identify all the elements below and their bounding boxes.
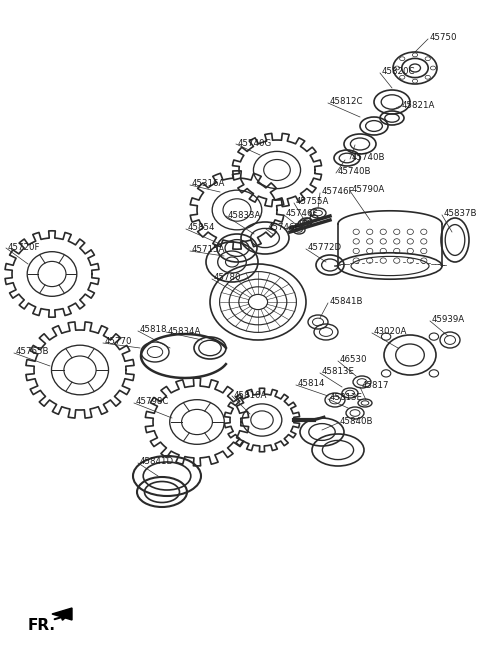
Text: 45812C: 45812C xyxy=(330,98,363,107)
Text: 45746F: 45746F xyxy=(322,187,355,196)
Text: 45814: 45814 xyxy=(298,379,325,388)
Text: FR.: FR. xyxy=(28,618,56,633)
Text: 45813E: 45813E xyxy=(330,394,363,403)
Text: 45837B: 45837B xyxy=(444,210,478,219)
Text: 45820C: 45820C xyxy=(382,67,416,77)
Text: 45720F: 45720F xyxy=(8,242,40,252)
Text: 45854: 45854 xyxy=(188,223,216,233)
Text: 43020A: 43020A xyxy=(374,328,408,337)
Text: 45790A: 45790A xyxy=(352,185,385,195)
Text: 45746F: 45746F xyxy=(286,210,319,219)
Text: 45841B: 45841B xyxy=(330,297,363,307)
Text: 45765B: 45765B xyxy=(16,348,49,356)
Text: 45755A: 45755A xyxy=(296,198,329,206)
Text: 45740B: 45740B xyxy=(338,168,372,176)
Text: 45740G: 45740G xyxy=(238,138,272,147)
Text: 45834A: 45834A xyxy=(168,326,202,335)
Text: 45746F: 45746F xyxy=(268,223,300,233)
Text: 45780: 45780 xyxy=(214,274,241,282)
Text: 45841D: 45841D xyxy=(140,457,174,466)
Text: 45810A: 45810A xyxy=(234,390,267,400)
Text: 45821A: 45821A xyxy=(402,100,435,109)
Text: 45750: 45750 xyxy=(430,33,457,43)
Text: 45833A: 45833A xyxy=(228,210,262,219)
Text: 45772D: 45772D xyxy=(308,244,342,252)
Text: 45813E: 45813E xyxy=(322,367,355,377)
Text: 45840B: 45840B xyxy=(340,417,373,426)
Text: 45798C: 45798C xyxy=(136,398,169,407)
Text: 45770: 45770 xyxy=(105,337,132,346)
Text: 45939A: 45939A xyxy=(432,316,465,324)
Text: 45316A: 45316A xyxy=(192,179,226,189)
Polygon shape xyxy=(52,608,72,620)
Text: 45715A: 45715A xyxy=(192,246,226,255)
Text: 46530: 46530 xyxy=(340,356,368,364)
Text: 45818: 45818 xyxy=(140,326,168,335)
Text: 45740B: 45740B xyxy=(352,153,385,162)
Text: 45817: 45817 xyxy=(362,381,389,390)
